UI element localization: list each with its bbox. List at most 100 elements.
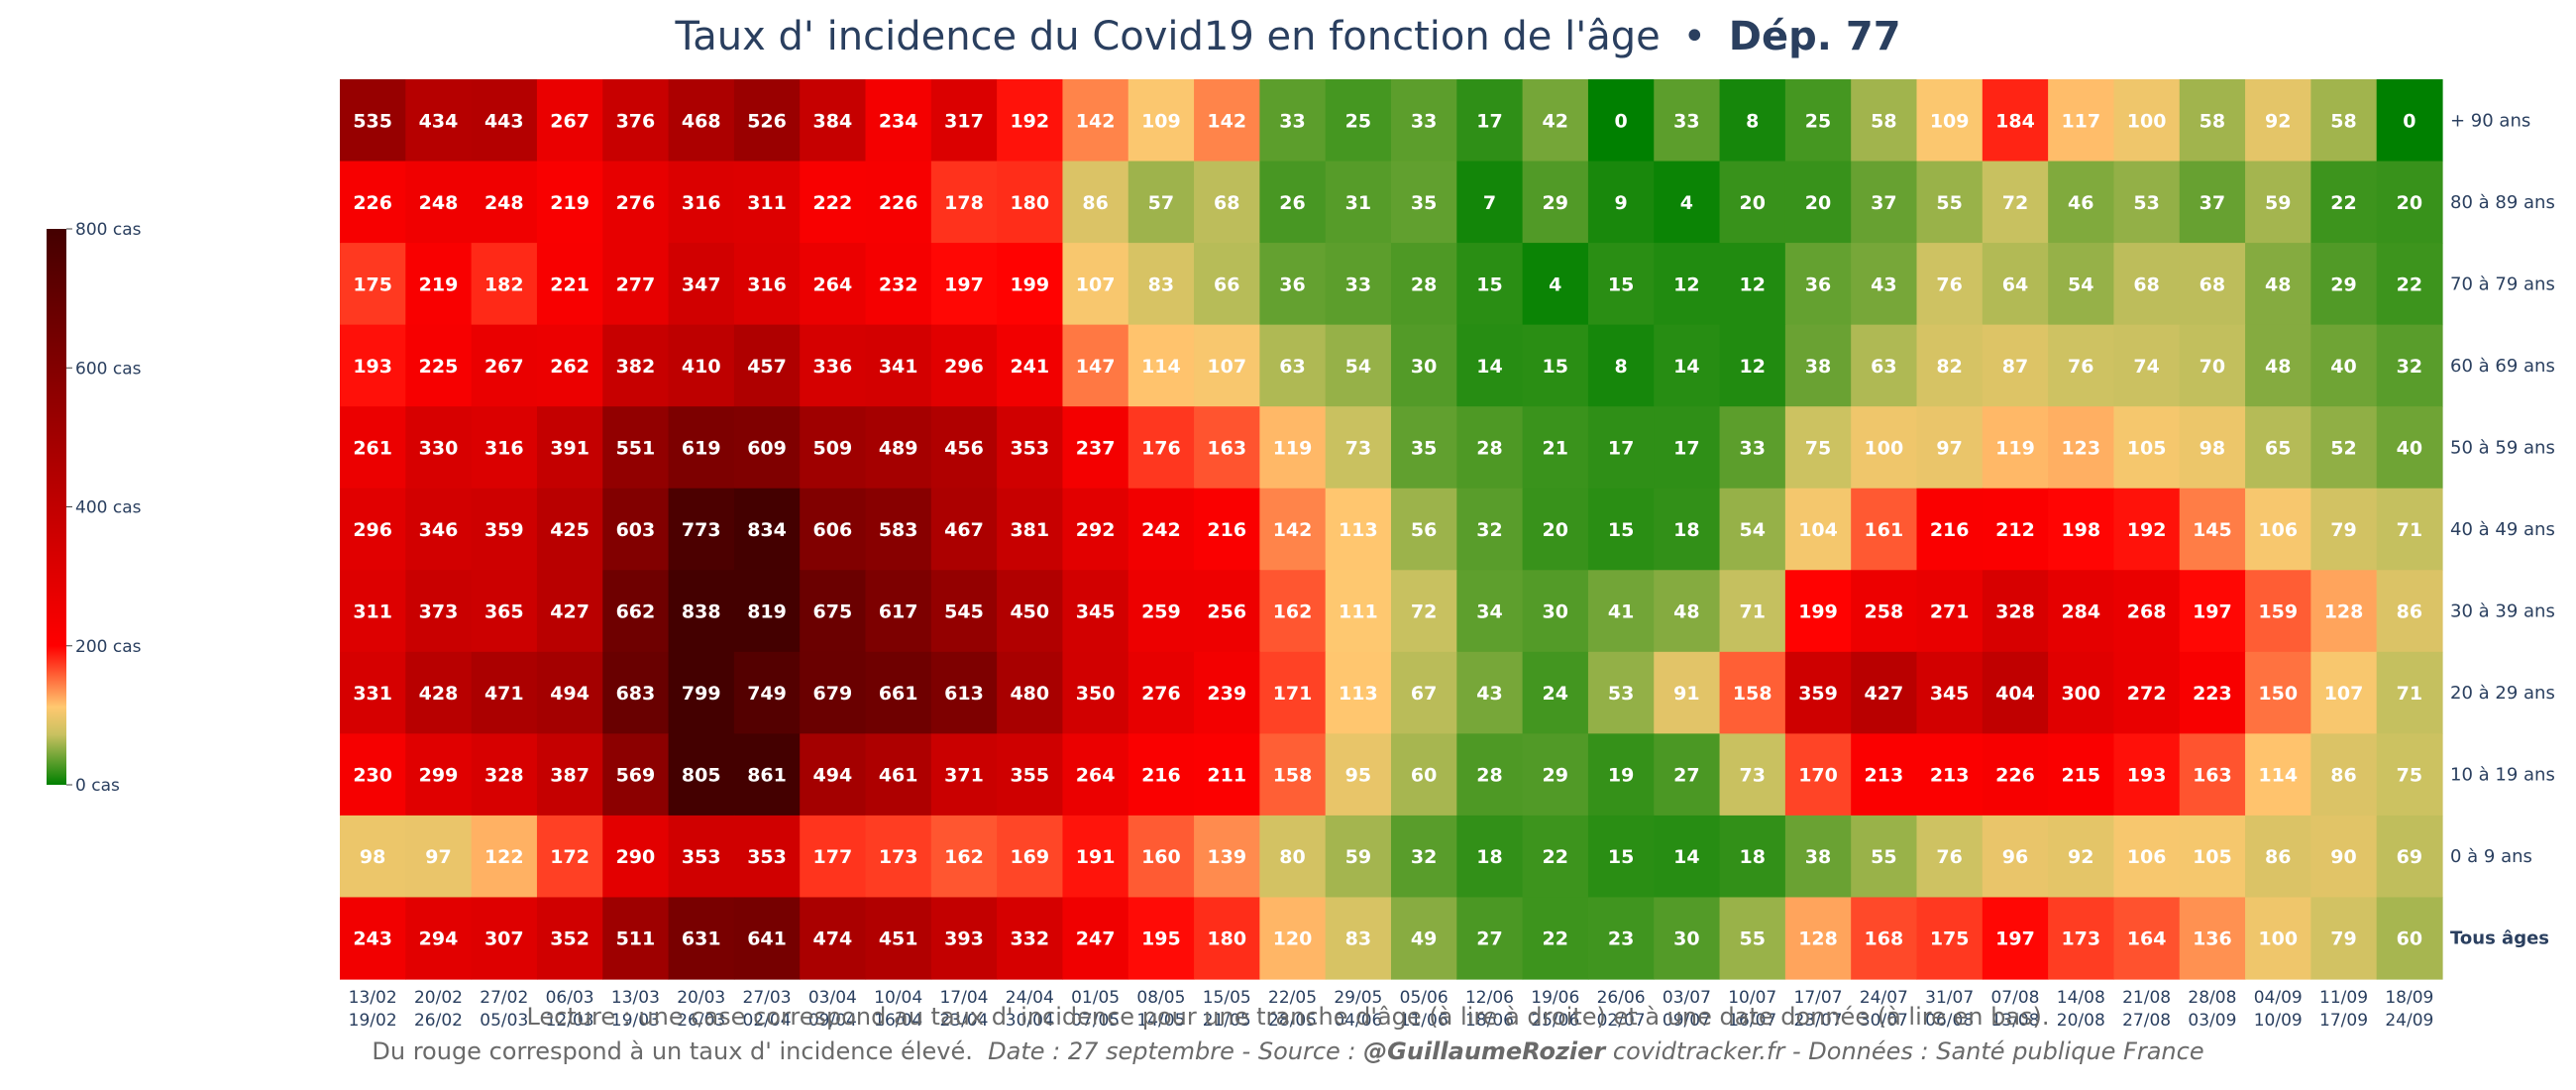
chart-title-separator: • <box>1682 14 1706 59</box>
heatmap-cell <box>2048 243 2115 326</box>
cell-value: 192 <box>1010 110 1049 132</box>
column-label-start: 03/04 <box>808 988 857 1008</box>
heatmap-cell <box>800 324 867 407</box>
heatmap-cell <box>1391 651 1457 734</box>
column-label-end: 28/05 <box>1268 1011 1317 1031</box>
heatmap-cell <box>2113 79 2181 163</box>
heatmap-cell <box>471 79 538 163</box>
heatmap-cell <box>1982 651 2049 734</box>
heatmap-cell <box>2113 897 2181 980</box>
cell-value: 63 <box>1279 356 1305 378</box>
column-label-start: 06/03 <box>546 988 594 1008</box>
cell-value: 69 <box>2397 846 2422 868</box>
heatmap-cell <box>405 406 473 490</box>
cell-value: 79 <box>2330 928 2356 950</box>
cell-value: 68 <box>1214 192 1239 214</box>
column-label-start: 18/09 <box>2385 988 2433 1008</box>
heatmap-cell <box>1851 488 1918 571</box>
heatmap-cell <box>1522 488 1589 571</box>
cell-value: 111 <box>1339 601 1378 623</box>
row-label: 80 à 89 ans <box>2450 192 2555 213</box>
cell-value: 98 <box>2200 437 2225 459</box>
heatmap-cell <box>1522 815 1589 899</box>
cell-value: 34 <box>1476 601 1502 623</box>
cell-value: 223 <box>2193 683 2232 705</box>
cell-value: 36 <box>1279 273 1305 295</box>
column-label-start: 27/03 <box>743 988 792 1008</box>
cell-value: 359 <box>1798 683 1838 705</box>
heatmap-cell <box>2310 897 2378 980</box>
heatmap-cell <box>2245 488 2311 571</box>
heatmap-cell <box>340 79 406 163</box>
row-label: 10 à 19 ans <box>2450 765 2555 786</box>
column-label-start: 28/08 <box>2188 988 2236 1008</box>
heatmap-cell <box>1127 897 1195 980</box>
column-label-end: 06/08 <box>1925 1011 1974 1031</box>
heatmap-cell <box>930 651 998 734</box>
heatmap-cell <box>1325 651 1392 734</box>
cell-value: 9 <box>1614 192 1627 214</box>
cell-value: 0 <box>1614 110 1627 132</box>
cell-value: 95 <box>1345 765 1371 787</box>
cell-value: 80 <box>1279 846 1305 868</box>
cell-value: 35 <box>1411 437 1437 459</box>
heatmap-cell <box>2245 570 2311 653</box>
cell-value: 272 <box>2127 683 2167 705</box>
cell-value: 247 <box>1076 928 1116 950</box>
heatmap-cell <box>800 406 867 490</box>
heatmap-cell <box>1325 79 1392 163</box>
heatmap-cell <box>1982 488 2049 571</box>
heatmap-cell <box>865 733 932 817</box>
cell-value: 86 <box>1082 192 1108 214</box>
cell-value: 40 <box>2397 437 2422 459</box>
cell-value: 57 <box>1148 192 1174 214</box>
heatmap-cell <box>602 79 670 163</box>
column-label-end: 02/04 <box>743 1011 792 1031</box>
heatmap-cell <box>668 79 735 163</box>
heatmap-cell <box>733 161 801 244</box>
row-labels: + 90 ans 80 à 89 ans 70 à 79 ans 60 à 69 an… <box>2450 110 2555 948</box>
cell-value: 52 <box>2330 437 2356 459</box>
cell-value: 583 <box>879 519 918 541</box>
cell-value: 58 <box>2200 110 2225 132</box>
heatmap-cell <box>2310 733 2378 817</box>
cell-value: 71 <box>2397 519 2422 541</box>
cell-value: 46 <box>2068 192 2093 214</box>
heatmap-cell <box>1522 406 1589 490</box>
heatmap-cell <box>1916 79 1984 163</box>
colorbar-gradient <box>47 229 66 785</box>
column-label-start: 17/07 <box>1794 988 1843 1008</box>
column-label-start: 22/05 <box>1268 988 1317 1008</box>
cell-value: 215 <box>2061 765 2100 787</box>
cell-value: 277 <box>616 273 656 295</box>
heatmap-cell <box>1719 324 1786 407</box>
heatmap-cell <box>997 815 1064 899</box>
cell-value: 109 <box>1141 110 1181 132</box>
cell-value: 40 <box>2330 356 2356 378</box>
cell-value: 86 <box>2265 846 2291 868</box>
heatmap-cell <box>997 161 1064 244</box>
cell-value: 56 <box>1411 519 1437 541</box>
cell-value: 199 <box>1010 273 1049 295</box>
heatmap-cell <box>1982 79 2049 163</box>
cell-value: 119 <box>1995 437 2035 459</box>
heatmap-cell <box>2376 815 2443 899</box>
heatmap-cell <box>1522 324 1589 407</box>
heatmap-cell <box>405 488 473 571</box>
cell-value: 71 <box>2397 683 2422 705</box>
heatmap-cell <box>930 324 998 407</box>
cell-value: 22 <box>2397 273 2422 295</box>
cell-value: 345 <box>1076 601 1116 623</box>
column-label-start: 15/05 <box>1203 988 1251 1008</box>
cell-value: 391 <box>550 437 590 459</box>
heatmap-cell <box>471 733 538 817</box>
heatmap-cell <box>1127 406 1195 490</box>
cell-value: 197 <box>944 273 984 295</box>
heatmap-cell <box>733 733 801 817</box>
cell-value: 54 <box>2068 273 2093 295</box>
cell-value: 434 <box>419 110 459 132</box>
heatmap-cell <box>1587 651 1655 734</box>
cell-value: 32 <box>1411 846 1437 868</box>
cell-value: 158 <box>1733 683 1772 705</box>
heatmap-cell <box>1391 897 1457 980</box>
